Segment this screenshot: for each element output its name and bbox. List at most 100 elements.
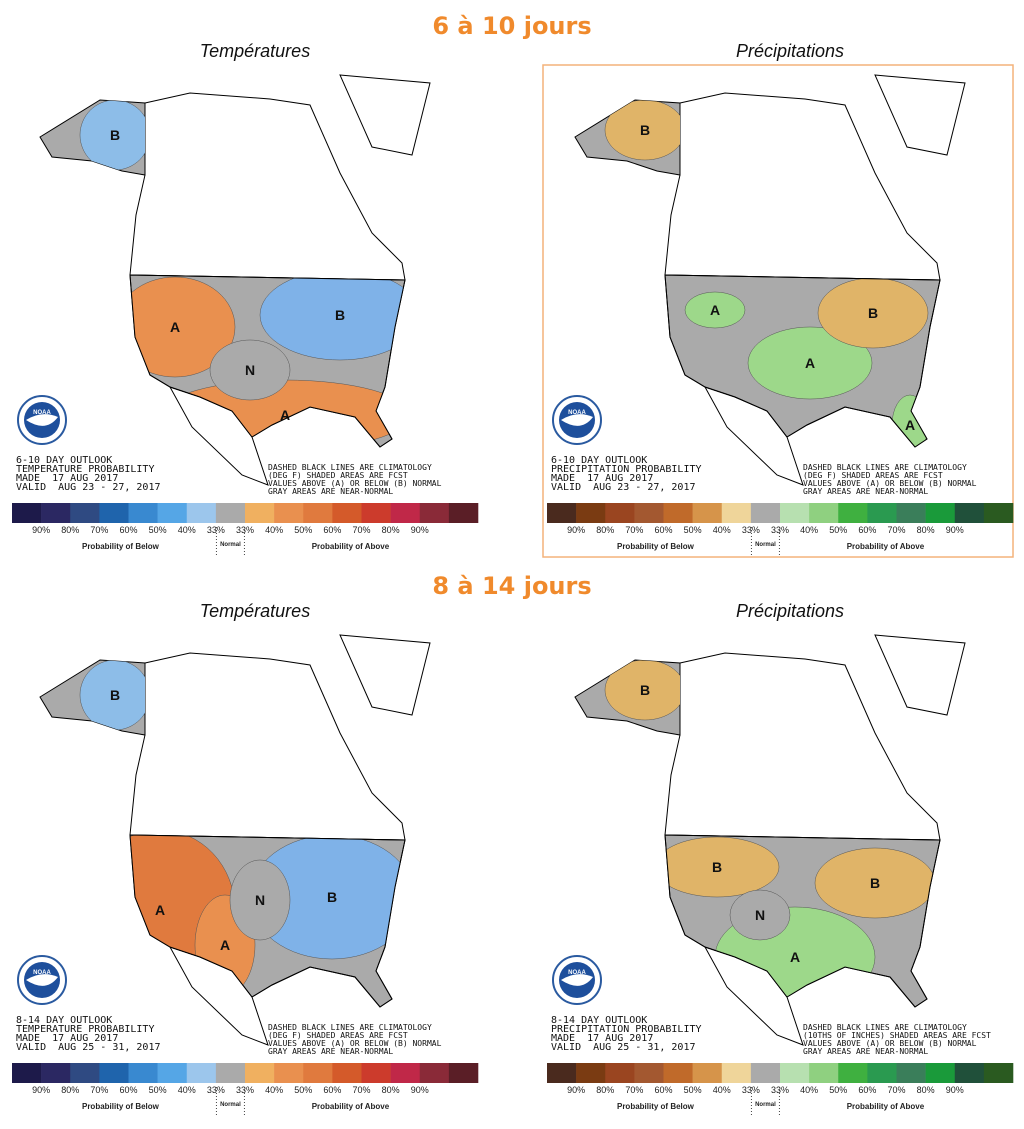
us-outline (129, 834, 406, 1008)
region-label: B (110, 127, 120, 143)
legend-label: 33% (771, 1085, 789, 1095)
forecast-region (684, 291, 746, 329)
legend-swatch (361, 503, 391, 523)
legend-label: 70% (625, 525, 643, 535)
us-outline (129, 274, 406, 448)
note-line: DASHED BLACK LINES ARE CLIMATOLOGY (803, 463, 967, 472)
section-title: 6 à 10 jours (432, 12, 591, 40)
outlook-line: PRECIPITATION PROBABILITY (551, 464, 702, 475)
legend-label: 50% (829, 525, 847, 535)
canada (664, 92, 941, 281)
outlook-line: VALID AUG 25 - 31, 2017 (551, 1042, 696, 1053)
legend-above: Probability of Above (847, 542, 925, 551)
legend-label: 80% (917, 525, 935, 535)
legend-label: 70% (625, 1085, 643, 1095)
legend-label: 70% (352, 1085, 370, 1095)
noaa-logo-text: NOAA (33, 410, 51, 416)
note-line: (DEG F) SHADED AREAS ARE FCST (268, 1031, 408, 1040)
legend-label: 60% (654, 1085, 672, 1095)
legend-swatch (186, 1063, 217, 1083)
note-line: DASHED BLACK LINES ARE CLIMATOLOGY (268, 463, 432, 472)
legend-normal: Normal (220, 542, 241, 548)
ak-regions (604, 100, 680, 161)
note-line: (10THS OF INCHES) SHADED AREAS ARE FCST (803, 1031, 991, 1040)
legend-label: 50% (829, 1085, 847, 1095)
legend-label: 40% (713, 1085, 731, 1095)
region-label: B (870, 875, 880, 891)
highlight-frame (542, 64, 1014, 558)
greenland (874, 74, 966, 156)
note-line: VALUES ABOVE (A) OR BELOW (B) NORMAL (268, 479, 442, 488)
legend-swatch (547, 1063, 577, 1083)
region-label: A (155, 902, 165, 918)
greenland (339, 74, 431, 156)
legend-label: 40% (800, 525, 818, 535)
region-label: A (905, 417, 915, 433)
legend-label: 50% (149, 1085, 167, 1095)
legend-swatch (867, 1063, 897, 1083)
legend-swatch (448, 1063, 479, 1083)
legend-normal: Normal (755, 1102, 776, 1108)
region-label: B (327, 889, 337, 905)
legend-swatch (663, 503, 693, 523)
legend-swatch (157, 503, 188, 523)
canada (129, 652, 406, 841)
legend-swatch (721, 1063, 752, 1083)
note-line: VALUES ABOVE (A) OR BELOW (B) NORMAL (803, 479, 977, 488)
legend-swatch (983, 503, 1014, 523)
legend-label: 90% (946, 525, 964, 535)
region-label: A (280, 407, 290, 423)
legend-swatch (128, 1063, 158, 1083)
outlook-line: MADE 17 AUG 2017 (16, 1033, 118, 1044)
legend-label: 33% (742, 1085, 760, 1095)
greenland (874, 634, 966, 716)
legend-swatch (576, 1063, 606, 1083)
legend-swatch (634, 503, 664, 523)
legend-swatch (12, 503, 42, 523)
region-label: A (170, 319, 180, 335)
legend-swatch (838, 503, 868, 523)
forecast-region (130, 276, 236, 378)
outlook-line: 6-10 DAY OUTLOOK (16, 455, 112, 466)
outlook-line: TEMPERATURE PROBABILITY (16, 464, 154, 475)
legend-swatch (750, 503, 781, 523)
legend-swatch (634, 1063, 664, 1083)
legend-label: 90% (32, 1085, 50, 1095)
legend-swatch (274, 503, 304, 523)
legend-label: 80% (596, 525, 614, 535)
region-label: A (805, 355, 815, 371)
section-title: 8 à 14 jours (432, 572, 591, 600)
noaa-logo-text: NOAA (33, 970, 51, 976)
legend-swatch (245, 503, 275, 523)
legend-swatch (547, 503, 577, 523)
legend-above: Probability of Above (312, 1102, 390, 1111)
legend-label: 70% (887, 525, 905, 535)
forecast-region (209, 339, 291, 401)
outlook-line: 6-10 DAY OUTLOOK (551, 455, 647, 466)
note-line: (DEG F) SHADED AREAS ARE FCST (803, 471, 943, 480)
legend-label: 40% (265, 1085, 283, 1095)
legend-label: 80% (917, 1085, 935, 1095)
legend-swatch (605, 1063, 635, 1083)
legend-swatch (983, 1063, 1014, 1083)
legend-label: 60% (119, 1085, 137, 1095)
region-label: B (335, 307, 345, 323)
forecast-region (747, 326, 873, 400)
legend-swatch (303, 503, 333, 523)
legend-swatch (41, 503, 71, 523)
legend-swatch (245, 1063, 275, 1083)
legend-label: 60% (858, 525, 876, 535)
legend-label: 50% (684, 1085, 702, 1095)
legend-label: 50% (149, 525, 167, 535)
forecast-region (729, 889, 791, 941)
region-label: N (245, 362, 255, 378)
legend-swatch (576, 503, 606, 523)
legend-label: 50% (294, 1085, 312, 1095)
legend-swatch (419, 1063, 450, 1083)
legend-label: 33% (236, 1085, 254, 1095)
legend-label: 80% (382, 1085, 400, 1095)
legend-label: 33% (742, 525, 760, 535)
us-regions (684, 277, 929, 447)
